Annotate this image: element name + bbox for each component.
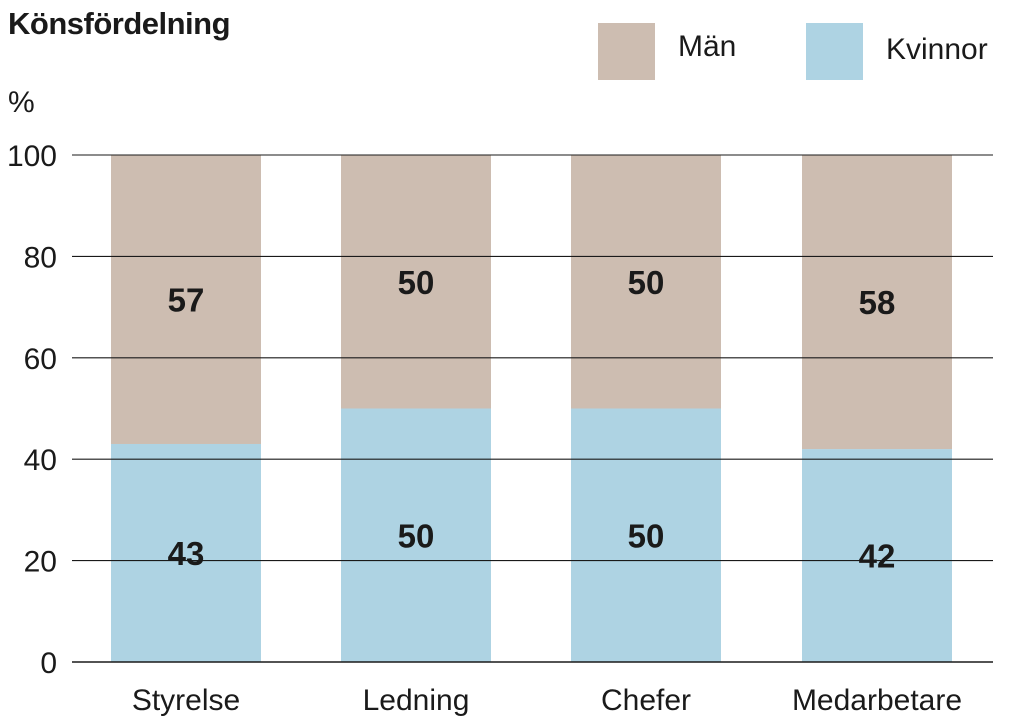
data-label-kvinnor-medarbetare: 42 — [859, 538, 896, 575]
y-tick-label-100: 100 — [7, 140, 57, 173]
x-tick-label-medarbetare: Medarbetare — [792, 684, 962, 717]
bar-män-styrelse — [111, 155, 261, 444]
bar-kvinnor-chefer — [571, 408, 721, 662]
bar-män-medarbetare — [802, 155, 952, 450]
legend-swatch-kvinnor — [806, 23, 863, 80]
x-tick-label-chefer: Chefer — [601, 684, 691, 717]
data-label-kvinnor-ledning: 50 — [398, 517, 435, 554]
legend-label-kvinnor: Kvinnor — [886, 33, 988, 66]
data-label-män-medarbetare: 58 — [859, 284, 896, 321]
data-label-kvinnor-chefer: 50 — [628, 517, 665, 554]
bar-kvinnor-medarbetare — [802, 449, 952, 662]
x-tick-label-styrelse: Styrelse — [132, 684, 240, 717]
bar-män-chefer — [571, 155, 721, 409]
legend-label-man: Män — [678, 30, 737, 63]
chart-title: Könsfördelning — [8, 6, 231, 41]
legend-swatch-man — [598, 23, 655, 80]
y-tick-label-20: 20 — [24, 546, 57, 579]
bar-män-ledning — [341, 155, 491, 409]
data-label-män-styrelse: 57 — [168, 281, 205, 318]
x-tick-label-ledning: Ledning — [363, 684, 470, 717]
data-label-män-ledning: 50 — [398, 264, 435, 301]
bar-kvinnor-ledning — [341, 408, 491, 662]
bar-kvinnor-styrelse — [111, 443, 261, 662]
y-tick-label-0: 0 — [40, 647, 57, 680]
data-label-kvinnor-styrelse: 43 — [168, 535, 205, 572]
y-tick-label-40: 40 — [24, 444, 57, 477]
data-label-män-chefer: 50 — [628, 264, 665, 301]
y-tick-label-80: 80 — [24, 241, 57, 274]
y-tick-label-60: 60 — [24, 343, 57, 376]
y-axis-label: % — [8, 86, 35, 119]
